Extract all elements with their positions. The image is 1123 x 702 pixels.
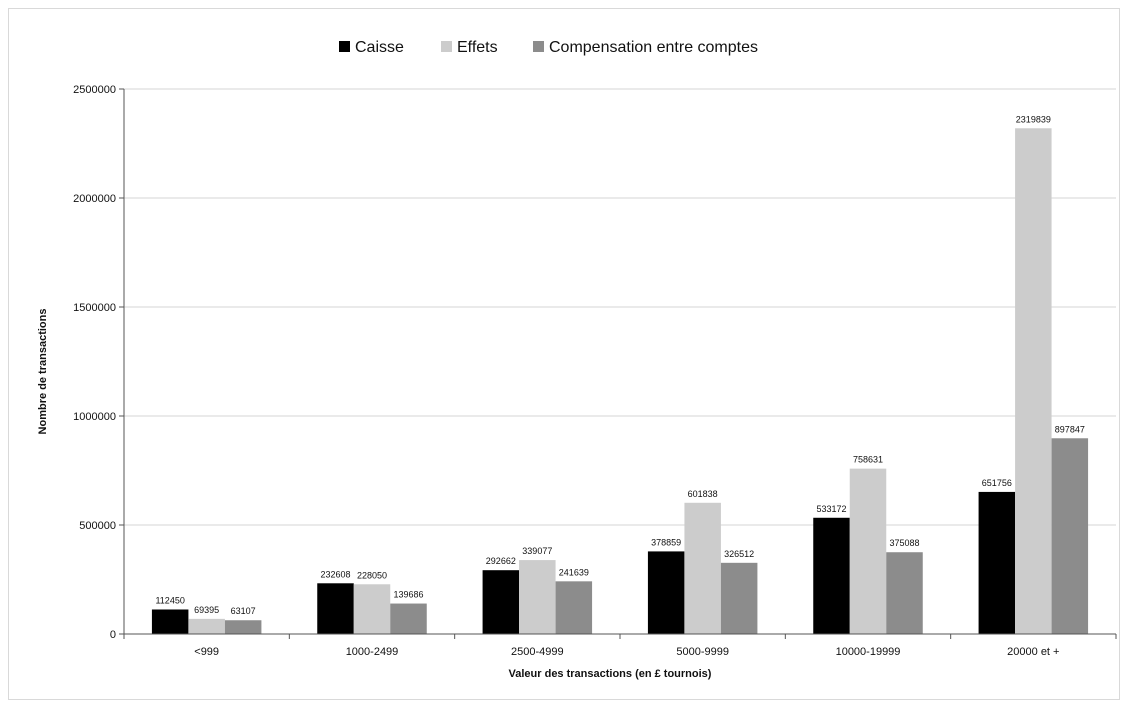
legend-label-0: Caisse bbox=[355, 39, 404, 56]
y-tick-label-5: 2500000 bbox=[73, 84, 116, 96]
gridlines bbox=[124, 88, 1116, 526]
bar-3-0 bbox=[647, 551, 685, 634]
value-label-4-1: 758631 bbox=[853, 455, 883, 465]
legend-swatch-1 bbox=[441, 41, 452, 52]
bar-0-2 bbox=[224, 620, 262, 634]
value-label-2-2: 241639 bbox=[559, 567, 589, 577]
value-label-5-0: 651756 bbox=[982, 478, 1012, 488]
value-label-5-1: 2319839 bbox=[1016, 114, 1051, 124]
bar-5-2 bbox=[1051, 438, 1089, 634]
value-label-4-0: 533172 bbox=[816, 504, 846, 514]
y-tick-label-2: 1000000 bbox=[73, 411, 116, 423]
value-label-1-0: 232608 bbox=[320, 569, 350, 579]
value-label-2-0: 292662 bbox=[486, 556, 516, 566]
legend-label-2: Compensation entre comptes bbox=[549, 39, 758, 56]
bar-0-0 bbox=[151, 609, 189, 634]
y-axis-ticks: 0 500000 1000000 1500000 2000000 2500000 bbox=[73, 84, 124, 641]
y-tick-label-0: 0 bbox=[110, 629, 116, 641]
x-category-label-5: 20000 et + bbox=[1007, 646, 1059, 658]
x-axis-title: Valeur des transactions (en £ tournois) bbox=[509, 668, 712, 680]
bar-1-1 bbox=[353, 584, 391, 634]
value-label-2-1: 339077 bbox=[522, 546, 552, 556]
bars bbox=[151, 128, 1089, 635]
y-axis-title: Nombre de transactions bbox=[37, 309, 49, 435]
bar-0-1 bbox=[188, 618, 225, 634]
value-label-5-2: 897847 bbox=[1055, 424, 1085, 434]
value-label-3-2: 326512 bbox=[724, 549, 754, 559]
value-label-0-2: 63107 bbox=[231, 606, 256, 616]
x-category-label-1: 1000-2499 bbox=[346, 646, 399, 658]
y-tick-label-1: 500000 bbox=[79, 520, 116, 532]
bar-3-2 bbox=[720, 562, 758, 634]
chart-frame: Caisse Effets Compensation entre comptes 0… bbox=[8, 8, 1120, 700]
x-axis-categories: <999 1000-2499 2500-4999 5000-9999 10000-199… bbox=[123, 634, 1117, 658]
bar-1-0 bbox=[317, 583, 354, 634]
bar-2-2 bbox=[555, 581, 593, 634]
y-tick-label-3: 1500000 bbox=[73, 302, 116, 314]
legend-label-1: Effets bbox=[457, 39, 498, 56]
bar-5-0 bbox=[978, 491, 1016, 634]
value-label-4-2: 375088 bbox=[889, 538, 919, 548]
bar-chart: Caisse Effets Compensation entre comptes 0… bbox=[37, 39, 1117, 680]
value-label-0-1: 69395 bbox=[194, 605, 219, 615]
bar-3-1 bbox=[684, 502, 721, 634]
data-labels: 112450 69395 63107 232608 228050 139686 292662… bbox=[155, 114, 1084, 616]
bar-4-0 bbox=[813, 517, 850, 634]
bar-4-1 bbox=[849, 468, 887, 634]
legend-swatch-0 bbox=[339, 41, 350, 52]
value-label-0-0: 112450 bbox=[155, 595, 184, 605]
value-label-1-2: 139686 bbox=[393, 590, 423, 600]
bar-5-1 bbox=[1015, 128, 1052, 635]
bar-1-2 bbox=[390, 603, 427, 634]
value-label-3-1: 601838 bbox=[688, 489, 718, 499]
bar-4-2 bbox=[886, 552, 923, 634]
y-tick-label-4: 2000000 bbox=[73, 193, 116, 205]
x-category-label-4: 10000-19999 bbox=[836, 646, 901, 658]
legend-swatch-2 bbox=[533, 41, 544, 52]
value-label-1-1: 228050 bbox=[357, 570, 387, 580]
x-category-label-2: 2500-4999 bbox=[511, 646, 564, 658]
legend: Caisse Effets Compensation entre comptes bbox=[339, 39, 758, 56]
bar-2-1 bbox=[519, 560, 556, 634]
axes bbox=[123, 89, 1116, 635]
x-category-label-3: 5000-9999 bbox=[676, 646, 729, 658]
bar-2-0 bbox=[482, 570, 520, 634]
value-label-3-0: 378859 bbox=[651, 537, 681, 547]
x-category-label-0: <999 bbox=[194, 646, 219, 658]
